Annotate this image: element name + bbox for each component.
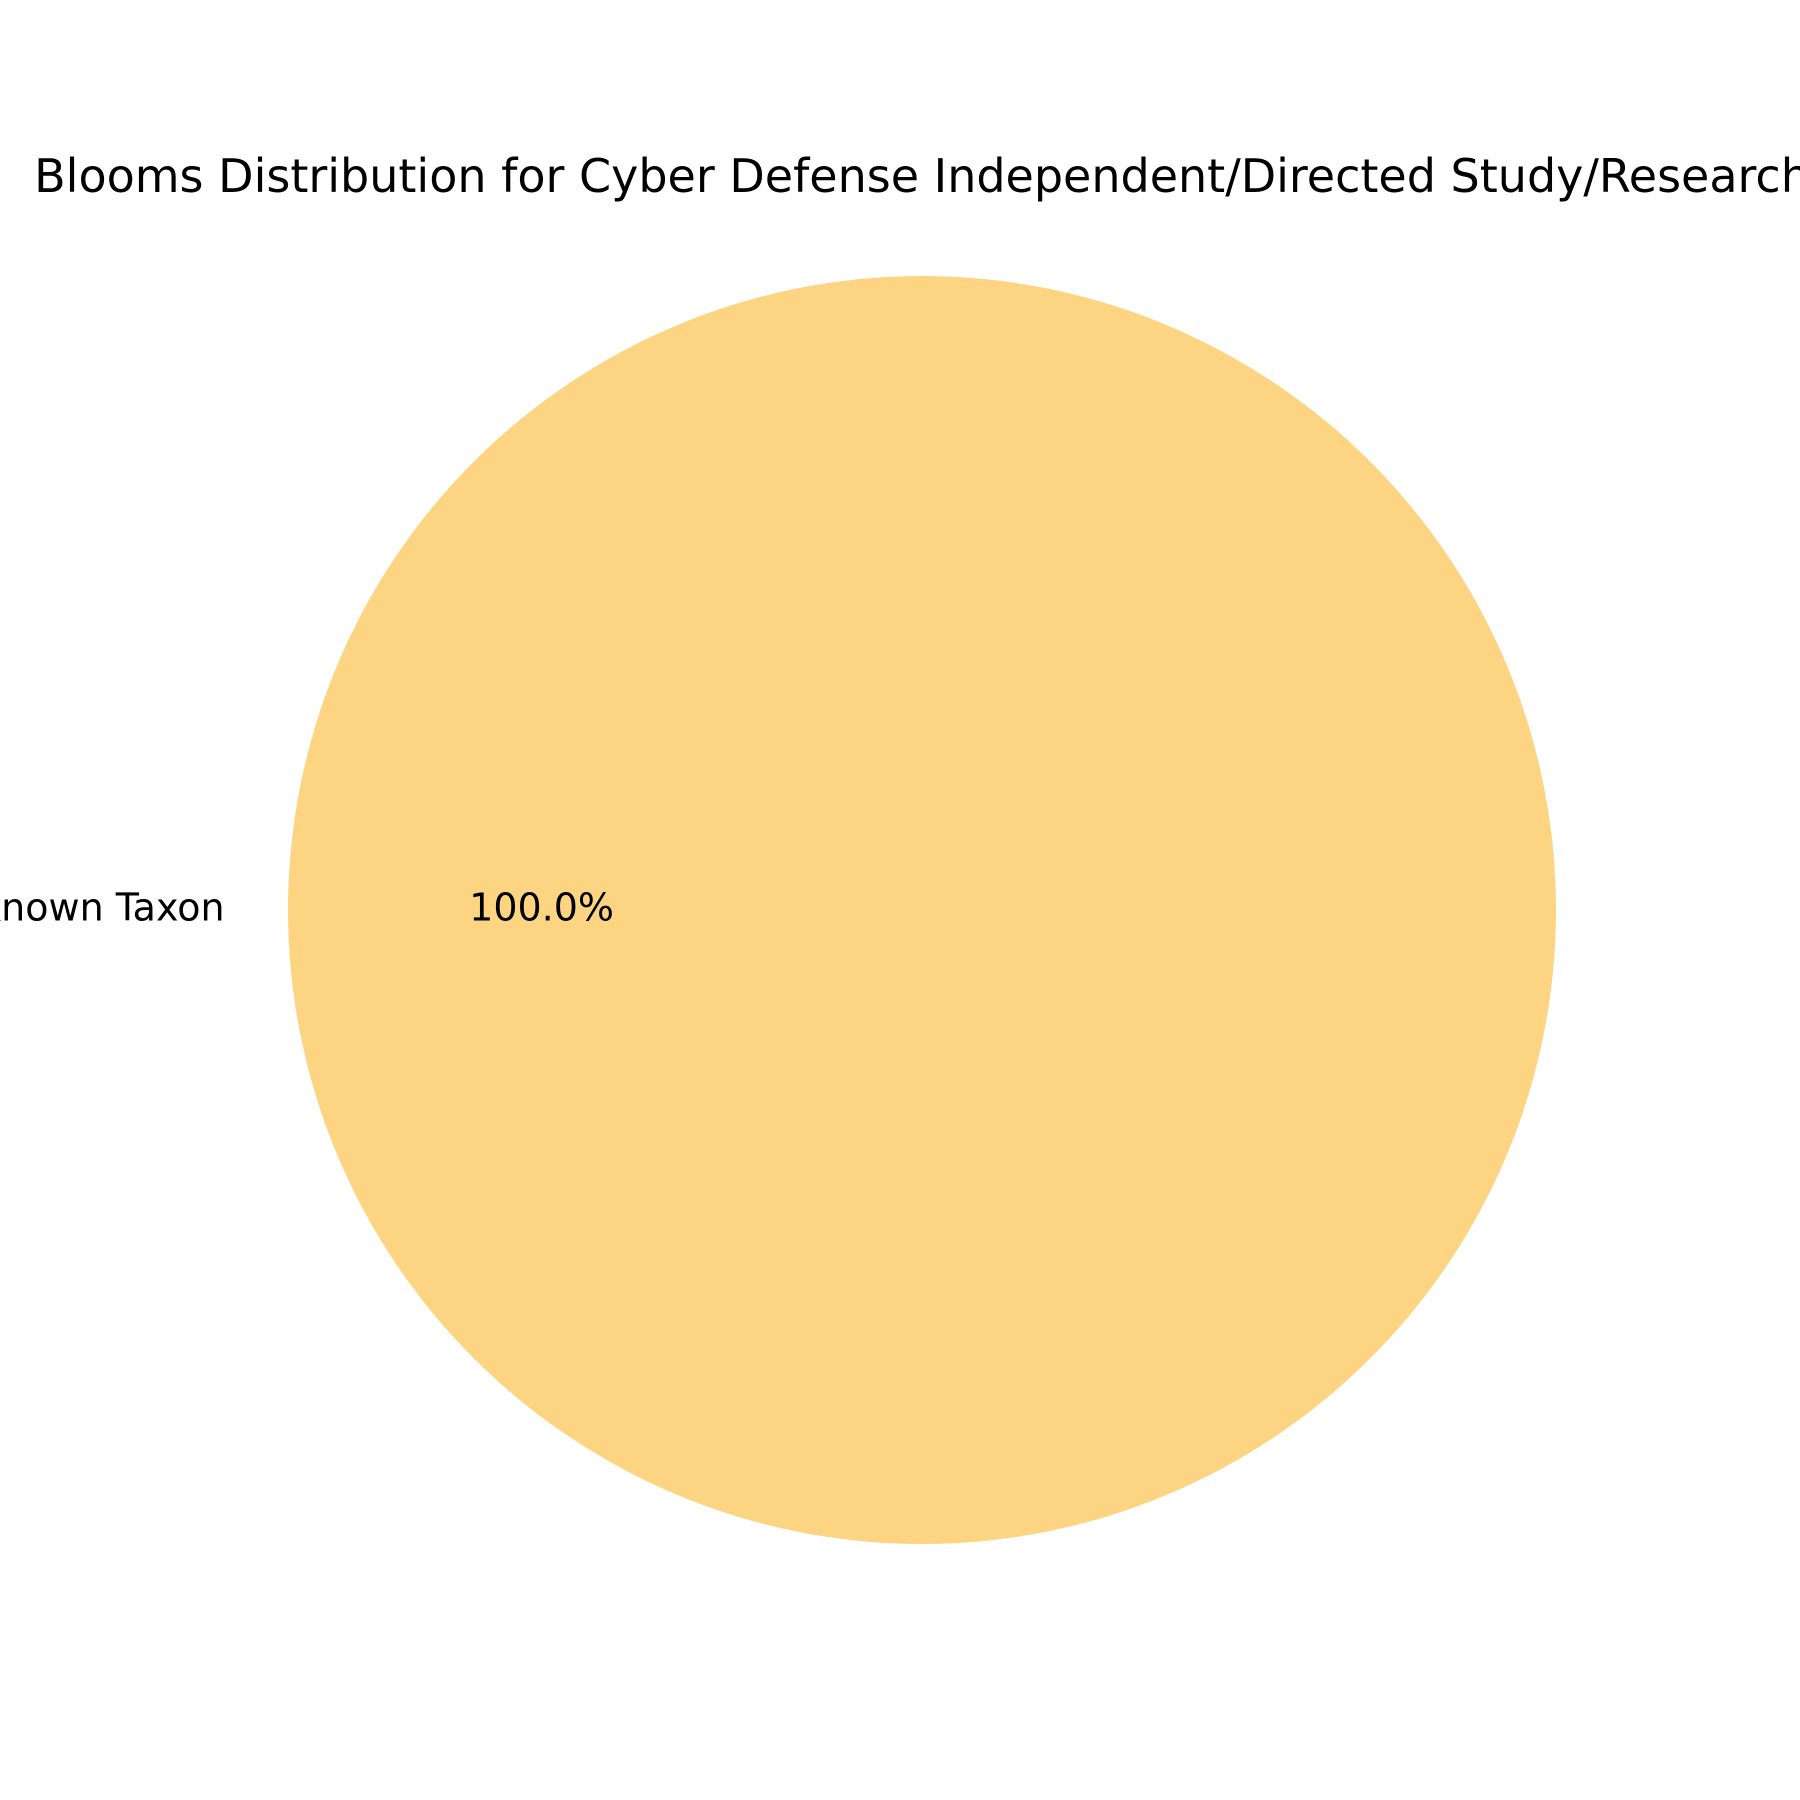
pie-labels: 100.0% Unknown Taxon: [0, 886, 614, 930]
slice-percent-label: 100.0%: [469, 886, 614, 930]
pie-slices: [288, 276, 1556, 1544]
chart-title: Blooms Distribution for Cyber Defense In…: [34, 149, 1800, 203]
pie-slice: [288, 276, 1556, 1544]
slice-category-label: Unknown Taxon: [0, 886, 225, 930]
